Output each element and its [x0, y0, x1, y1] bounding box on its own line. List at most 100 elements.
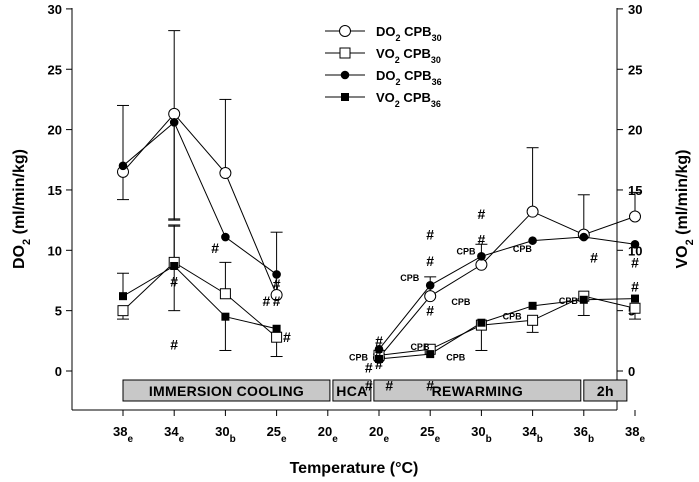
x-tick-base: 34 — [522, 424, 537, 439]
cpb-marker: CPB — [513, 244, 533, 254]
x-tick-subscript: b — [588, 434, 594, 445]
y-tick-label-left: 20 — [48, 123, 62, 138]
legend-main: VO — [376, 46, 395, 61]
data-point — [375, 354, 383, 363]
data-point — [169, 118, 179, 127]
data-point — [579, 295, 588, 304]
cpb-marker: CPB — [446, 353, 466, 363]
legend-subscript: 30 — [431, 55, 441, 65]
data-point — [475, 258, 488, 271]
phase-bars: IMMERSION COOLING HCA REWARMING 2h — [122, 379, 628, 402]
cpb-marker: CPB — [400, 273, 420, 283]
data-point — [579, 232, 589, 242]
legend-rest: CPB — [401, 24, 432, 39]
significance-marker: # — [273, 293, 281, 309]
axis-title-rest: (ml/min/kg) — [11, 149, 28, 239]
data-point — [219, 288, 231, 300]
x-tick-label: 38e — [113, 424, 133, 445]
significance-marker: # — [375, 342, 383, 358]
legend-subscript: 2 — [396, 33, 401, 43]
series-markers — [117, 107, 641, 364]
data-point — [341, 93, 349, 101]
legend-main: DO — [376, 68, 396, 83]
data-point — [340, 70, 350, 80]
x-tick-subscript: e — [332, 434, 338, 445]
significance-marker: # — [273, 276, 281, 292]
x-axis-title: Temperature (°C) — [290, 460, 419, 477]
plot-frame — [71, 8, 618, 411]
data-point — [631, 294, 639, 303]
series-line — [378, 298, 636, 360]
x-tick-subscript: e — [179, 434, 185, 445]
phase-label: IMMERSION COOLING — [149, 383, 304, 399]
axis-title-subscript: 2 — [21, 239, 33, 245]
legend-subscript: 36 — [432, 77, 442, 87]
significance-marker: # — [365, 359, 373, 375]
significance-marker: # — [478, 206, 486, 222]
x-tick-label: 30b — [215, 424, 236, 445]
data-point — [526, 205, 539, 218]
cpb-marker: CPB — [410, 342, 430, 352]
y-tick-label-left: 5 — [55, 304, 62, 319]
legend-rest: CPB — [400, 90, 431, 105]
x-tick-label: 30b — [471, 424, 492, 445]
y-tick-label-right: 20 — [628, 123, 642, 138]
x-tick-subscript: b — [537, 434, 543, 445]
y-tick-label-left: 25 — [48, 62, 62, 77]
legend-label: DO2 CPB36 — [376, 68, 442, 87]
axis-title-rest: (ml/min/kg) — [674, 149, 691, 239]
significance-marker: # — [631, 279, 639, 295]
legend-label: DO2 CPB30 — [376, 24, 442, 43]
series-line — [378, 295, 636, 356]
significance-marker: # — [426, 303, 434, 319]
annotations: ####### ##### ######## ##CPBCPBCPBCPBCPBCPB… — [170, 206, 639, 393]
series-line — [378, 236, 636, 350]
phase-label: REWARMING — [432, 383, 523, 399]
y-axis-title-right: VO2 (ml/min/kg) — [674, 149, 696, 268]
x-tick-base: 38 — [625, 424, 639, 439]
y-axis-title-left: DO2 (ml/min/kg) — [11, 149, 33, 269]
y-tick-label-left: 30 — [48, 2, 62, 17]
series-line — [122, 113, 278, 296]
significance-marker: # — [375, 356, 383, 372]
significance-marker: # — [375, 333, 383, 349]
x-tick-subscript: e — [383, 434, 389, 445]
significance-marker: # — [365, 377, 373, 393]
significance-marker: # — [170, 336, 178, 352]
significance-marker: # — [426, 253, 434, 269]
series-line — [122, 261, 277, 338]
x-tick-subscript: e — [639, 434, 645, 445]
significance-marker: # — [631, 254, 639, 270]
x-tick-base: 36 — [574, 424, 588, 439]
phase-label: HCA — [336, 383, 367, 399]
axis-title-subscript: 2 — [684, 239, 696, 245]
phase-bar — [373, 379, 582, 402]
significance-marker: # — [170, 274, 178, 290]
y-tick-label-left: 10 — [48, 243, 62, 258]
data-point — [630, 239, 640, 249]
data-point — [425, 281, 435, 290]
axis-title-main: VO — [674, 245, 691, 268]
data-point — [629, 210, 641, 223]
significance-marker: # — [426, 377, 434, 393]
x-tick-base: 20 — [369, 424, 383, 439]
cpb-marker: CPB — [349, 353, 369, 363]
data-point — [270, 288, 283, 301]
legend-main: DO — [376, 24, 396, 39]
left-axis-ticks: 0 5 10 15 20 25 30 — [48, 2, 72, 379]
y-tick-label-right: 15 — [628, 183, 642, 198]
x-tick-base: 30 — [471, 424, 485, 439]
axis-title-main: DO — [11, 245, 28, 269]
data-point — [118, 161, 128, 171]
data-point — [219, 167, 232, 180]
legend-subscript: 30 — [432, 33, 442, 43]
x-tick-base: 34 — [164, 424, 179, 439]
x-tick-subscript: e — [435, 434, 441, 445]
cpb-marker: CPB — [559, 296, 579, 306]
data-point — [477, 252, 486, 261]
x-tick-subscript: e — [281, 434, 287, 445]
data-point — [271, 331, 283, 343]
significance-marker: # — [211, 240, 219, 256]
